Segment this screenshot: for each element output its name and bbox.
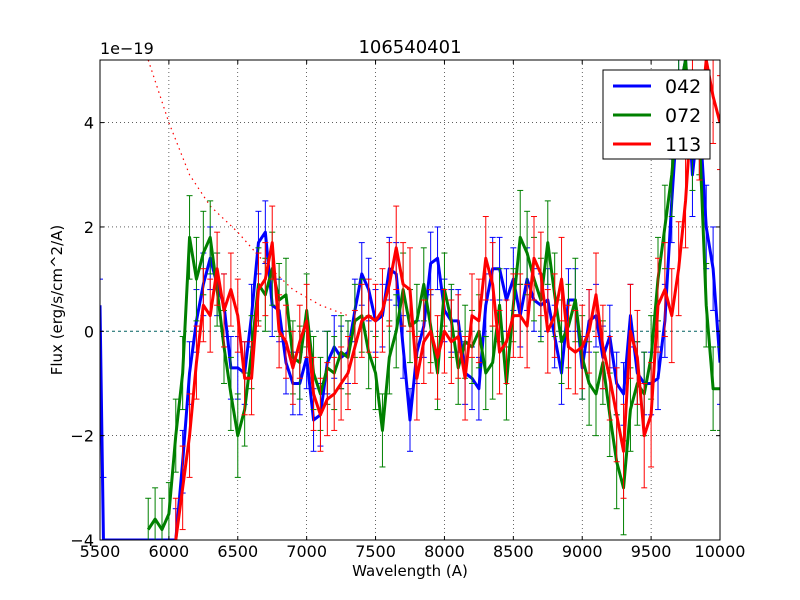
ticks: 5500 6000 6500 7000 7500 8000 8500 9000 9500 1000… xyxy=(70,60,745,561)
y-tick-label: −2 xyxy=(70,427,94,446)
y-tick-label: 0 xyxy=(84,322,94,341)
y-tick-label: 4 xyxy=(84,114,94,133)
legend-label-042: 042 xyxy=(665,76,701,98)
x-tick-label: 7000 xyxy=(286,542,327,561)
series-layer xyxy=(100,60,720,540)
plot-frame xyxy=(99,59,721,541)
x-tick-label: 6000 xyxy=(149,542,190,561)
legend-label-113: 113 xyxy=(665,134,701,156)
x-tick-label: 9500 xyxy=(631,542,672,561)
sky-model xyxy=(147,60,349,317)
x-tick-label: 8500 xyxy=(493,542,534,561)
x-tick-label: 9000 xyxy=(562,542,603,561)
x-tick-label: 5500 xyxy=(80,542,121,561)
y-tick-label: 2 xyxy=(84,218,94,237)
x-axis-title: Wavelength (A) xyxy=(352,562,468,580)
chart-title: 106540401 xyxy=(358,37,461,58)
series-line-113 xyxy=(174,60,720,540)
y-scale-label: 1e−19 xyxy=(100,39,154,58)
x-tick-label: 6500 xyxy=(217,542,258,561)
series-line-042 xyxy=(100,60,720,540)
legend-label-072: 072 xyxy=(665,105,701,127)
x-tick-label: 8000 xyxy=(424,542,465,561)
x-tick-label: 10000 xyxy=(695,542,746,561)
y-axis-title: Flux (erg/s/cm^2/A) xyxy=(48,225,66,376)
x-tick-label: 7500 xyxy=(355,542,396,561)
legend: 042 072 113 xyxy=(602,69,711,160)
y-tick-label: −4 xyxy=(70,531,94,550)
